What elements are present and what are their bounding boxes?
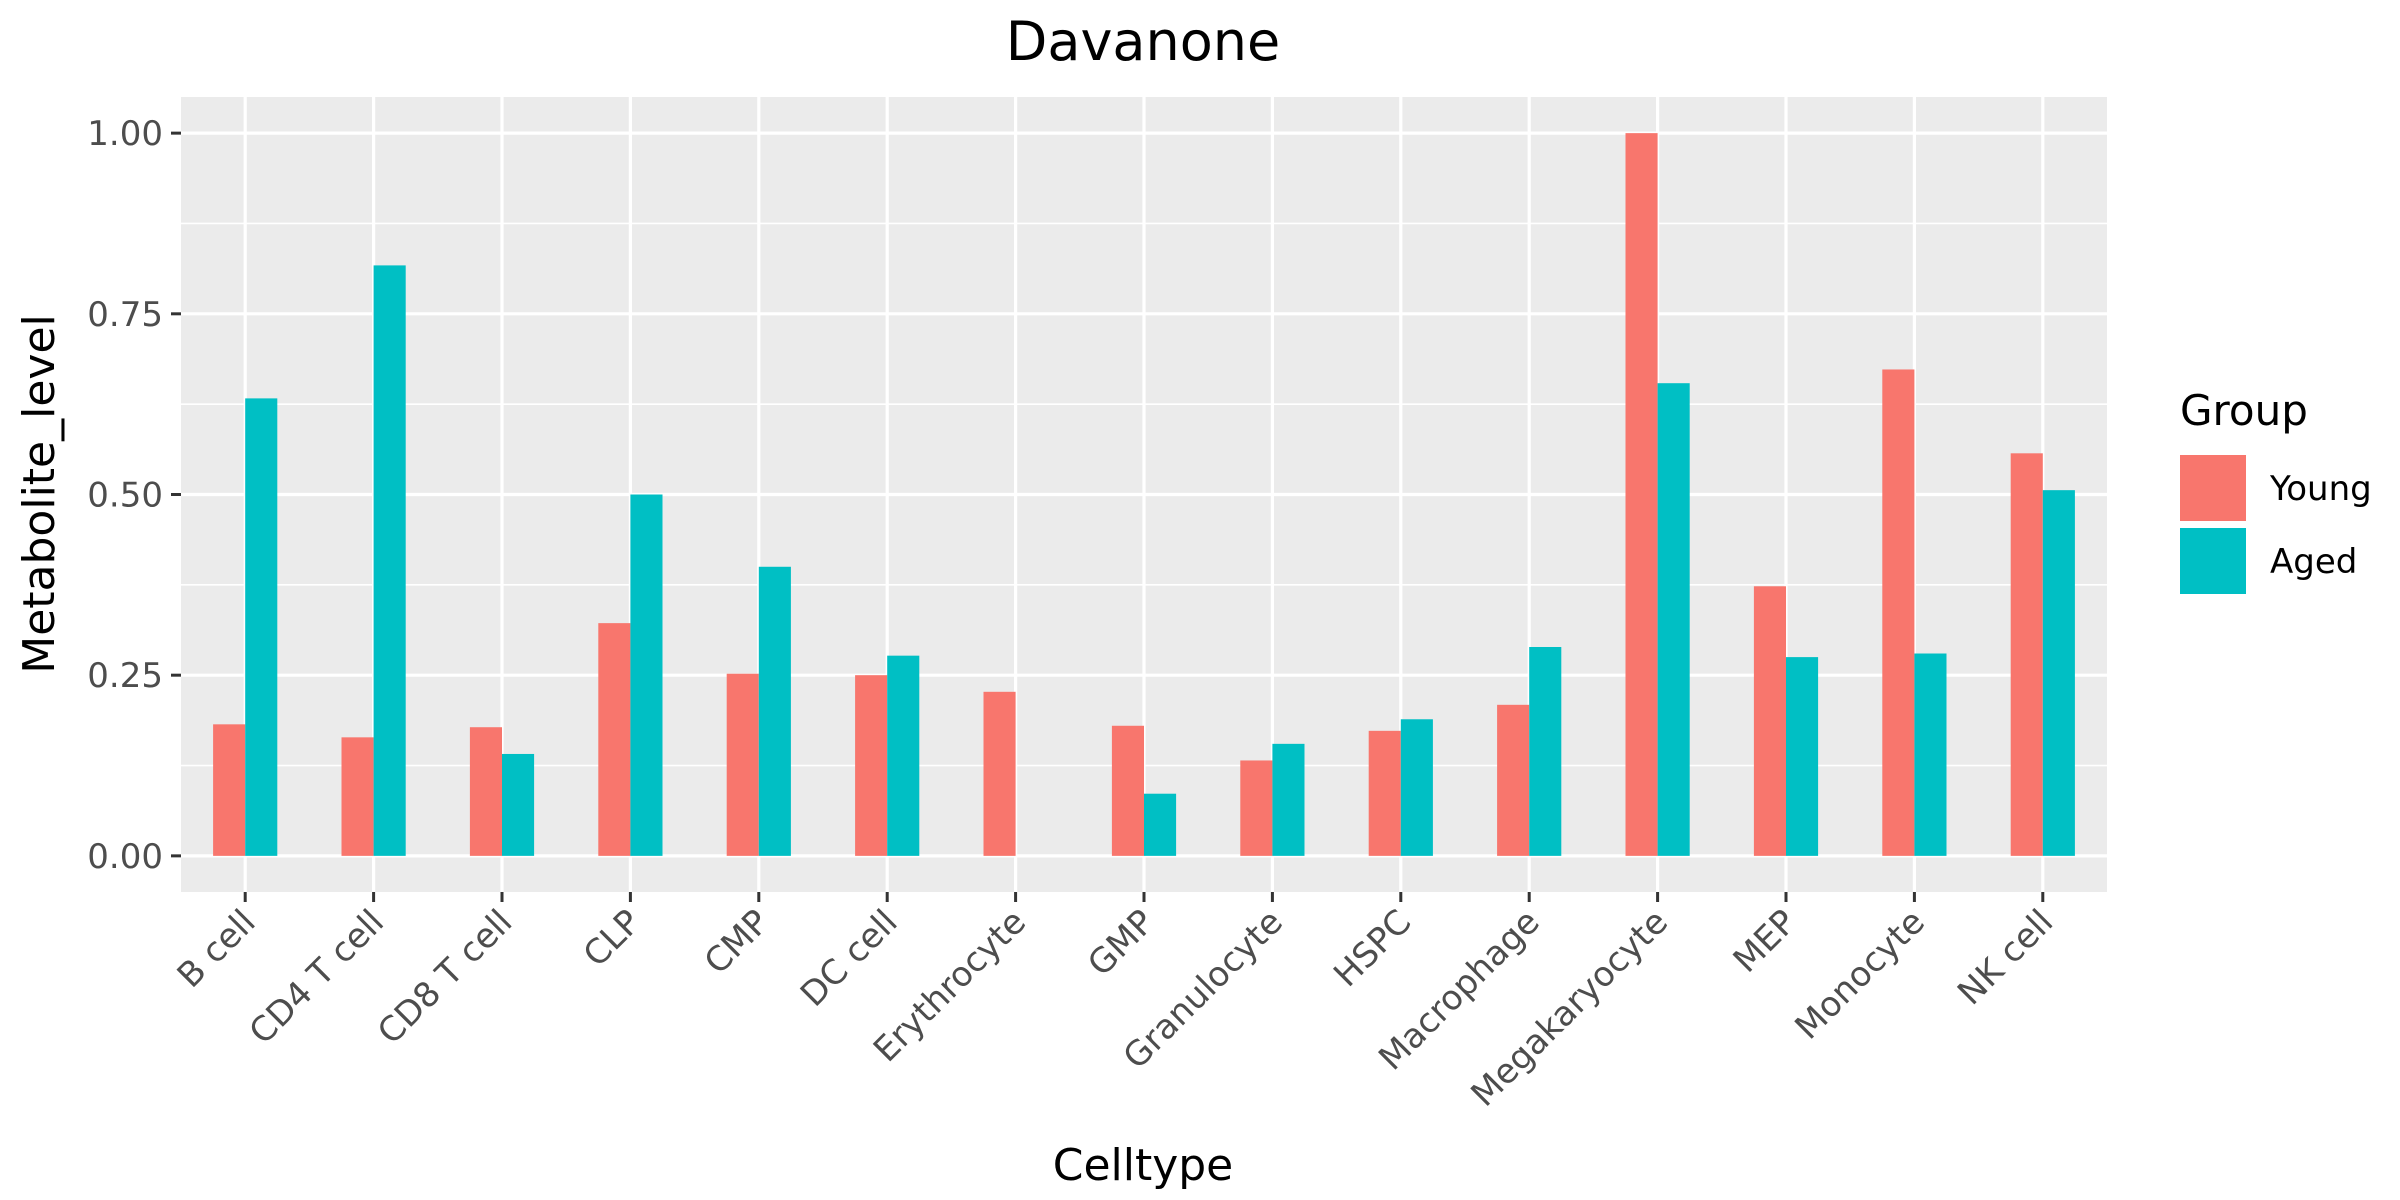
x-axis-title: Celltype [1053, 1140, 1234, 1191]
x-tick-label: Monocyte [1787, 902, 1932, 1047]
y-tick-label: 1.00 [87, 114, 163, 154]
legend-key-aged [2180, 528, 2246, 594]
bar-young-b-cell [213, 724, 246, 856]
y-axis-title: Metabolite_level [14, 314, 65, 674]
x-tick-label: DC cell [793, 902, 906, 1015]
x-tick-label: NK cell [1950, 902, 2061, 1013]
legend-label-young: Young [2269, 469, 2372, 509]
x-tick-label: CD8 T cell [370, 902, 520, 1052]
y-tick-label: 0.75 [87, 295, 163, 335]
bar-young-mep [1753, 586, 1786, 856]
bar-aged-hspc [1400, 719, 1433, 856]
legend: Group Young Aged [2180, 386, 2372, 594]
chart-title: Davanone [1006, 10, 1280, 73]
bar-young-granulocyte [1240, 760, 1273, 856]
bar-young-cd4-t-cell [341, 737, 374, 856]
bar-aged-cd8-t-cell [502, 753, 535, 856]
bar-young-erythrocyte [983, 691, 1016, 856]
x-tick-label: CLP [576, 902, 649, 975]
bar-aged-cmp [758, 566, 791, 856]
bar-aged-megakaryocyte [1657, 383, 1690, 856]
x-tick-label: HSPC [1326, 902, 1419, 995]
bar-aged-clp [630, 494, 663, 856]
bar-young-megakaryocyte [1625, 133, 1658, 856]
bar-young-cmp [726, 673, 759, 856]
bar-aged-granulocyte [1272, 743, 1305, 856]
x-tick-label: B cell [170, 902, 264, 996]
x-tick-label: MEP [1726, 902, 1805, 981]
x-tick-label: CD4 T cell [242, 902, 392, 1052]
legend-title: Group [2180, 386, 2308, 435]
y-tick-label: 0.50 [87, 476, 163, 516]
bar-aged-nk-cell [2042, 490, 2075, 856]
bar-aged-b-cell [245, 398, 278, 856]
bar-young-gmp [1111, 725, 1144, 856]
y-tick-label: 0.00 [87, 837, 163, 877]
bar-aged-macrophage [1529, 646, 1562, 856]
bar-aged-gmp [1144, 793, 1177, 856]
bar-young-cd8-t-cell [469, 727, 502, 856]
bar-young-nk-cell [2010, 453, 2043, 856]
bar-young-monocyte [1882, 369, 1915, 856]
bar-aged-cd4-t-cell [373, 265, 406, 856]
bar-young-clp [598, 623, 631, 856]
x-tick-label: GMP [1080, 902, 1162, 984]
y-axis: 0.00 0.25 0.50 0.75 1.00 [87, 114, 181, 877]
bars [213, 133, 2075, 856]
bar-young-macrophage [1497, 704, 1530, 856]
bar-young-hspc [1368, 730, 1401, 856]
legend-key-young [2180, 455, 2246, 521]
bar-aged-mep [1786, 657, 1819, 856]
legend-label-aged: Aged [2270, 542, 2357, 582]
bar-aged-monocyte [1914, 653, 1947, 856]
x-tick-label: CMP [697, 902, 777, 982]
y-tick-label: 0.25 [87, 656, 163, 696]
bar-aged-dc-cell [887, 655, 920, 856]
bar-young-dc-cell [855, 675, 888, 856]
